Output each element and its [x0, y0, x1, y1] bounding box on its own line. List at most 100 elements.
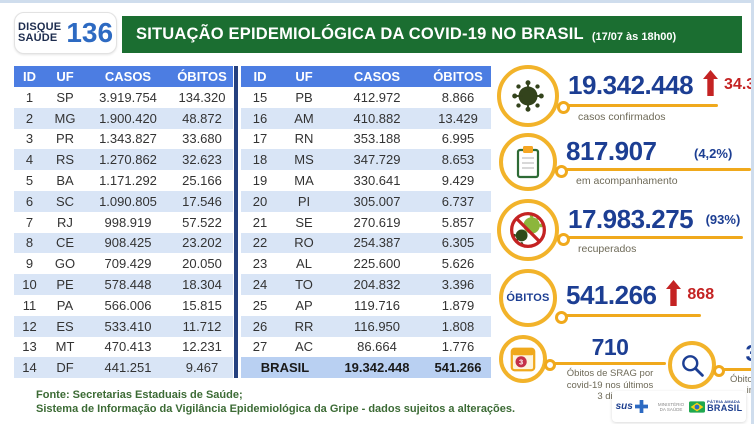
logo-word-disque: DISQUE	[17, 21, 62, 33]
cell-casos: 347.729	[353, 152, 401, 168]
col-header-casos: CASOS	[329, 66, 425, 87]
logo-word-saude: SAÚDE	[17, 32, 58, 44]
deaths-value: 541.266	[566, 279, 657, 310]
stat-deaths: ÓBITOS 541.266 868	[499, 269, 714, 327]
srag-deaths-value: 710	[591, 334, 629, 360]
cell-uf: PI	[297, 193, 311, 209]
cell-uf: PR	[55, 131, 75, 147]
cell-uf: BA	[56, 173, 74, 189]
cell-obitos: 32.623	[182, 152, 222, 168]
cell-obitos: 1.808	[441, 318, 475, 334]
cell-casos: 225.600	[353, 256, 401, 272]
sus-cross-icon	[634, 400, 648, 413]
source-line-2: Sistema de Informação da Vigilância Epid…	[36, 402, 516, 415]
cell-uf: RJ	[57, 214, 73, 230]
col-header-obitos: ÓBITOS	[171, 66, 233, 87]
cell-casos: 470.413	[104, 339, 152, 355]
cell-casos: 305.007	[353, 193, 401, 209]
col-header-uf: UF	[279, 66, 329, 87]
monitoring-percent: (4,2%)	[694, 145, 733, 161]
cell-obitos: 11.712	[182, 318, 222, 334]
table-row: 14 DF 441.251 9.467	[14, 357, 233, 379]
stat-underline	[557, 100, 718, 114]
cell-casos: 1.343.827	[99, 131, 157, 147]
table-row: 2 MG 1.900.420 48.872	[14, 107, 233, 129]
table-row: 8 CE 908.425 23.202	[14, 232, 233, 254]
cell-uf: MT	[55, 339, 75, 355]
cell-casos: 86.664	[357, 339, 397, 355]
table-row: 4 RS 1.270.862 32.623	[14, 149, 233, 171]
recovered-label: recuperados	[578, 242, 637, 255]
stat-recovered: 17.983.275 (93%) recuperados	[497, 199, 743, 261]
cell-uf: SC	[55, 193, 75, 209]
cell-uf: AP	[295, 297, 313, 313]
table-header-row: ID UF CASOS ÓBITOS	[14, 66, 233, 87]
table-row: 3 PR 1.343.827 33.680	[14, 129, 233, 150]
monitoring-value: 817.907	[566, 135, 657, 166]
table-row: 5 BA 1.171.292 25.166	[14, 170, 233, 191]
cell-id: 8	[25, 235, 34, 251]
table-row: 23 AL 225.600 5.626	[241, 253, 491, 274]
data-source-note: Fonte: Secretarias Estaduais de Saúde; S…	[36, 389, 515, 416]
cell-obitos: 33.680	[182, 131, 222, 147]
obitos-badge: ÓBITOS	[499, 269, 557, 327]
cell-id: 21	[252, 214, 268, 230]
table-row: 10 PE 578.448 18.304	[14, 274, 233, 295]
total-obitos: 541.266	[425, 357, 491, 379]
cell-obitos: 3.396	[441, 277, 475, 293]
cell-obitos: 23.202	[182, 235, 222, 251]
cell-id: 27	[252, 339, 268, 355]
cell-obitos: 57.522	[182, 214, 222, 230]
total-casos: 19.342.448	[329, 357, 425, 379]
magnifier-icon	[668, 340, 716, 389]
cell-casos: 270.619	[353, 214, 401, 230]
stat-srag-deaths: 3 710 Óbitos de SRAG por covid-19 nos úl…	[499, 335, 666, 403]
patria-amada-brasil-logo: PÁTRIA AMADA BRASIL	[689, 400, 742, 413]
cell-casos: 254.387	[353, 235, 401, 251]
cell-obitos: 17.546	[182, 193, 222, 209]
cell-casos: 998.919	[104, 214, 152, 230]
cell-id: 19	[252, 173, 268, 189]
cell-id: 2	[25, 110, 34, 126]
virus-icon	[497, 65, 559, 127]
cell-uf: RN	[294, 131, 314, 147]
col-header-casos: CASOS	[85, 66, 171, 87]
cell-casos: 119.716	[353, 297, 401, 313]
cell-casos: 3.919.754	[99, 89, 157, 105]
cell-id: 24	[252, 277, 268, 293]
srag-investigation-label: Óbitos de SRAG em investigação	[729, 373, 754, 397]
cell-obitos: 9.467	[185, 360, 219, 376]
col-header-uf: UF	[45, 66, 85, 87]
cell-obitos: 134.320	[178, 89, 226, 105]
table-row: 13 MT 470.413 12.231	[14, 337, 233, 358]
cell-uf: AM	[294, 110, 314, 126]
government-logos: sus Ministério da Saúde PÁTRIA AMADA BRA…	[612, 391, 746, 422]
table-row: 7 RJ 998.919 57.522	[14, 212, 233, 233]
cell-casos: 578.448	[104, 277, 152, 293]
confirmed-cases-delta: 34.339	[724, 76, 751, 93]
cell-casos: 204.832	[353, 277, 401, 293]
total-row: BRASIL 19.342.448 541.266	[241, 357, 491, 379]
cell-id: 26	[252, 318, 268, 334]
brazil-flag-icon	[689, 400, 706, 413]
cell-casos: 353.188	[353, 131, 401, 147]
cell-obitos: 1.776	[441, 339, 475, 355]
cell-casos: 566.006	[104, 297, 152, 313]
cell-casos: 330.641	[353, 173, 401, 189]
cell-uf: RO	[294, 235, 314, 251]
table-row: 1 SP 3.919.754 134.320	[14, 87, 233, 108]
cell-uf: DF	[56, 360, 74, 376]
calendar-icon: 3	[499, 335, 547, 383]
source-line-1: Fonte: Secretarias Estaduais de Saúde;	[36, 389, 243, 401]
table-row: 15 PB 412.972 8.866	[241, 87, 491, 108]
cell-obitos: 6.737	[441, 193, 475, 209]
table-row: 25 AP 119.716 1.879	[241, 295, 491, 316]
sus-logo: sus	[616, 400, 648, 413]
cell-obitos: 20.050	[182, 256, 222, 272]
cell-id: 7	[25, 214, 34, 230]
cell-casos: 1.900.420	[99, 110, 157, 126]
cell-id: 12	[22, 318, 37, 334]
cell-casos: 1.171.292	[99, 173, 157, 189]
title-banner: SITUAÇÃO EPIDEMIOLÓGICA DA COVID-19 NO B…	[122, 16, 742, 53]
cell-obitos: 5.626	[441, 256, 475, 272]
